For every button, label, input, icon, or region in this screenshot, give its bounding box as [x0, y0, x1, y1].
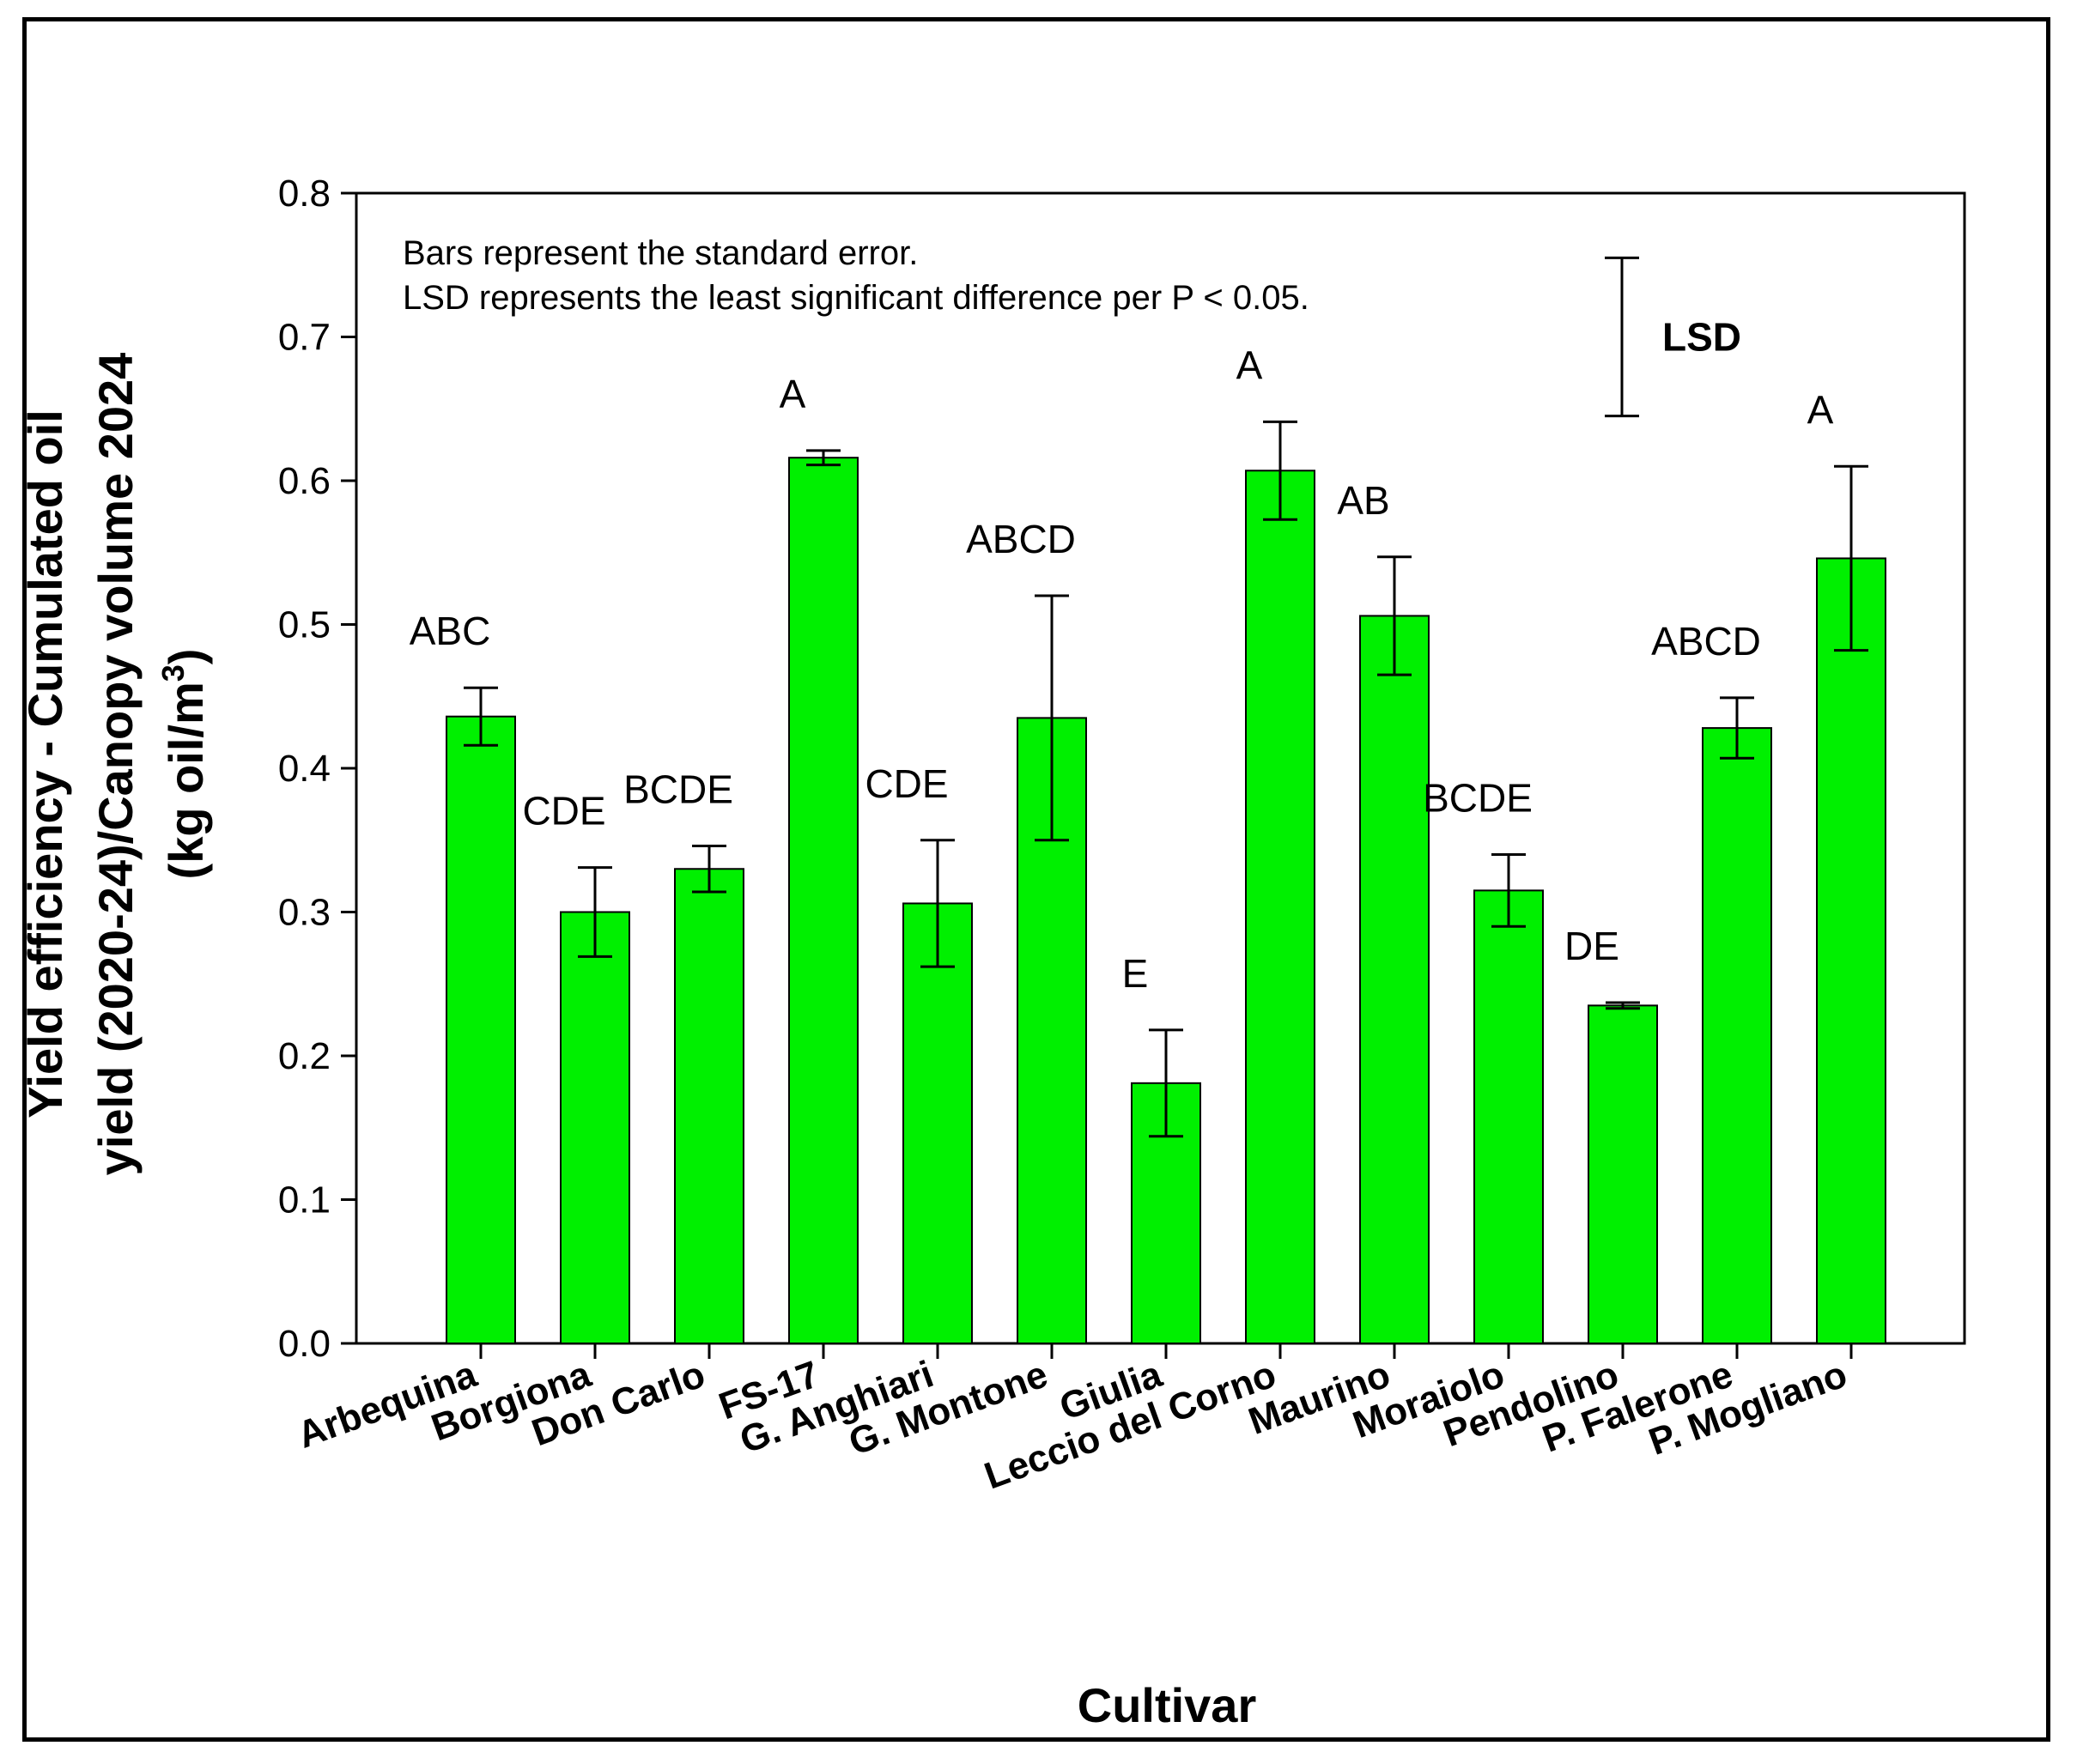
- significance-label: A: [1807, 387, 1834, 432]
- significance-label: E: [1122, 951, 1149, 996]
- y-axis-unit-text: (kg oil/m: [159, 682, 213, 879]
- y-axis-unit-close: ): [159, 649, 213, 665]
- significance-label: CDE: [865, 761, 948, 806]
- x-axis-title: Cultivar: [1078, 1678, 1257, 1732]
- y-tick-label: 0.5: [278, 604, 331, 646]
- bar: [1473, 889, 1544, 1344]
- significance-label: A: [1236, 342, 1263, 387]
- y-tick-label: 0.0: [278, 1323, 331, 1365]
- note-line-2: LSD represents the least significant dif…: [403, 279, 1309, 317]
- y-axis-title: Yield efficiency - Cumulated oil yield (…: [18, 353, 213, 1176]
- y-tick-label: 0.7: [278, 317, 331, 359]
- y-tick-label: 0.1: [278, 1179, 331, 1221]
- y-tick-label: 0.6: [278, 460, 331, 502]
- bar: [674, 868, 744, 1344]
- bar: [1816, 557, 1886, 1344]
- y-axis-title-line-1: Yield efficiency - Cumulated oil: [18, 409, 72, 1118]
- lsd-label: LSD: [1662, 315, 1741, 360]
- y-axis-title-line-3: (kg oil/m3): [155, 649, 213, 880]
- significance-label: ABCD: [966, 517, 1076, 561]
- bar: [788, 457, 859, 1345]
- figure-frame: [22, 17, 2050, 1742]
- y-tick-label: 0.3: [278, 892, 331, 934]
- bar: [1359, 615, 1430, 1344]
- significance-label: CDE: [522, 789, 605, 834]
- y-tick-label: 0.4: [278, 748, 331, 790]
- significance-label: DE: [1564, 924, 1619, 968]
- bar: [1702, 727, 1772, 1344]
- significance-label: BCDE: [1423, 776, 1533, 821]
- y-tick-label: 0.2: [278, 1035, 331, 1077]
- y-tick-label: 0.8: [278, 173, 331, 215]
- bar: [446, 715, 516, 1344]
- bar: [1245, 470, 1315, 1344]
- significance-label: A: [780, 372, 806, 416]
- significance-label: ABCD: [1651, 619, 1761, 664]
- significance-label: ABC: [410, 609, 491, 653]
- y-axis-title-line-2: yield (2020-24)/Canopy volume 2024: [88, 353, 143, 1176]
- note-line-1: Bars represent the standard error.: [403, 234, 918, 272]
- bar: [1588, 1004, 1658, 1344]
- bar: [560, 911, 630, 1344]
- plot-area: 0.00.10.20.30.40.50.60.70.8ABCArbequinaC…: [278, 173, 1966, 1497]
- y-axis-unit-superscript: 3: [155, 664, 191, 682]
- bar: [902, 902, 973, 1344]
- significance-label: BCDE: [623, 767, 733, 811]
- significance-label: AB: [1337, 478, 1389, 523]
